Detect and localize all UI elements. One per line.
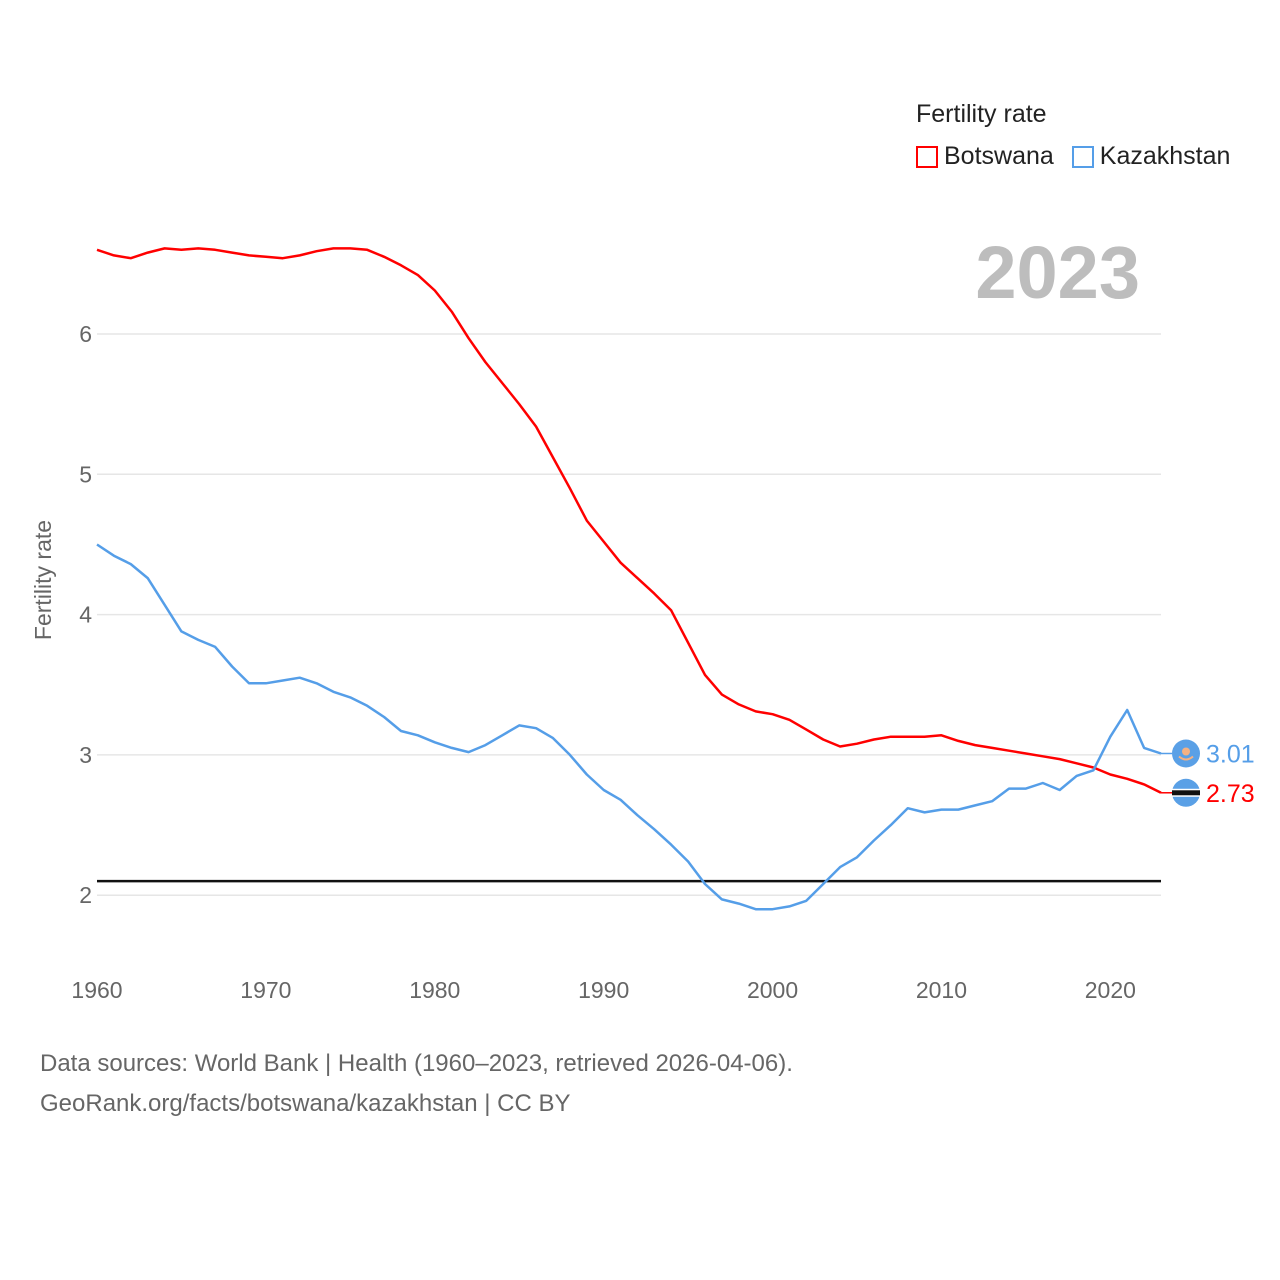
y-tick-label: 5 <box>79 461 92 487</box>
kazakhstan-flag-icon <box>1172 739 1200 768</box>
y-tick-label: 3 <box>79 742 92 768</box>
x-tick-label: 1980 <box>409 977 460 1003</box>
year-label: 2023 <box>975 231 1140 314</box>
y-tick-label: 2 <box>79 882 92 908</box>
y-tick-label: 4 <box>79 602 92 628</box>
x-tick-label: 2000 <box>747 977 798 1003</box>
y-tick-label: 6 <box>79 321 92 347</box>
legend-label: Kazakhstan <box>1099 142 1231 170</box>
footer: Data sources: World Bank | Health (1960–… <box>40 1044 793 1124</box>
x-tick-label: 2010 <box>916 977 967 1003</box>
source-link[interactable]: GeoRank.org/facts/botswana/kazakhstan | … <box>40 1090 571 1117</box>
legend-swatch-botswana <box>916 145 938 168</box>
legend-label: Botswana <box>944 142 1054 170</box>
botswana-flag-icon <box>1172 778 1200 807</box>
legend-swatch-kazakhstan <box>1071 145 1094 168</box>
x-tick-label: 1960 <box>71 977 122 1003</box>
y-axis-label: Fertility rate <box>30 520 56 640</box>
series-line-botswana <box>96 247 1162 794</box>
legend-title: Fertility rate <box>916 100 1047 128</box>
legend-item-botswana[interactable]: Botswana <box>916 142 1054 171</box>
legend: Botswana Kazakhstan <box>916 142 1230 171</box>
data-source-text: Data sources: World Bank | Health (1960–… <box>40 1050 793 1077</box>
x-tick-label: 2020 <box>1085 977 1136 1003</box>
x-tick-label: 1970 <box>240 977 291 1003</box>
end-value-label: 2.73 <box>1206 780 1255 808</box>
series-line-kazakhstan <box>96 543 1162 911</box>
x-tick-label: 1990 <box>578 977 629 1003</box>
legend-item-kazakhstan[interactable]: Kazakhstan <box>1071 142 1231 171</box>
end-value-label: 3.01 <box>1206 740 1255 768</box>
